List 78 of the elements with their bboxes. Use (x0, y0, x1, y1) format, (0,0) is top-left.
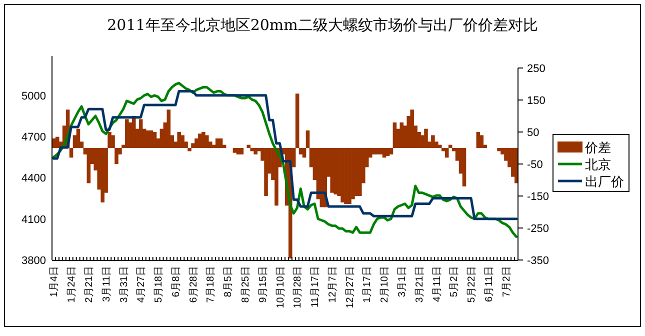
legend-label: 北京 (585, 157, 611, 172)
x-tick-label: 5月22日 (466, 266, 478, 303)
x-tick-label: 1月24日 (66, 266, 78, 303)
bar (86, 148, 91, 184)
x-tick-label: 7月2日 (501, 266, 512, 298)
x-tick-label: 6月11日 (484, 266, 495, 302)
x-tick-label: 5月18日 (154, 266, 165, 303)
x-tick-label: 1月17日 (362, 266, 374, 303)
y-tick-label: 5000 (22, 90, 46, 102)
x-tick-label: 3月21日 (414, 266, 426, 303)
y-tick-label: 4100 (22, 214, 46, 226)
bar (236, 148, 240, 154)
y2-tick-label: -350 (527, 255, 550, 267)
x-tick-label: 3月11日 (101, 266, 112, 302)
bar (205, 135, 209, 148)
chart-title: 2011年至今北京地区20mm二级大螺纹市场价与出厂价价差对比 (107, 16, 538, 34)
x-tick-label: 8月5日 (223, 266, 234, 298)
bar (330, 148, 334, 193)
bar (232, 148, 237, 153)
bar (215, 138, 220, 148)
bar (295, 94, 300, 148)
x-tick-label: 5月2日 (449, 266, 460, 298)
bar (69, 148, 74, 158)
bar (240, 148, 244, 154)
x-tick-label: 8月25日 (240, 266, 252, 303)
bar (254, 148, 258, 154)
y2-tick-label: -250 (527, 223, 550, 235)
x-tick-label: 3月31日 (118, 266, 130, 303)
x-tick-label: 6月8日 (170, 266, 182, 298)
bar (125, 119, 129, 148)
y2-tick-label: -150 (527, 191, 550, 203)
bar (480, 135, 484, 148)
bar (264, 148, 268, 196)
x-tick-label: 12月7日 (327, 266, 338, 303)
y2-tick-label: 150 (527, 95, 546, 107)
y-tick-label: 3800 (22, 255, 46, 267)
x-tick-label: 4月27日 (136, 266, 148, 303)
x-tick-label: 2月21日 (84, 266, 96, 303)
y2-tick-label: 50 (527, 127, 540, 139)
bar (198, 134, 202, 148)
bar (410, 110, 414, 148)
x-tick-label: 10月10日 (275, 266, 286, 308)
bar (302, 148, 306, 158)
bar (55, 136, 60, 148)
x-tick-label: 10月28日 (292, 266, 304, 308)
bar (177, 132, 181, 148)
bar (76, 128, 80, 148)
x-tick-label: 11月17日 (310, 266, 322, 308)
x-tick-label: 2月10日 (380, 266, 391, 303)
bar (180, 135, 184, 148)
bar (358, 148, 362, 196)
x-tick-label: 3月1日 (397, 266, 408, 298)
legend-label: 价差 (584, 140, 611, 155)
legend-label: 出厂价 (585, 174, 624, 189)
bar (274, 148, 278, 206)
y2-tick-label: -50 (527, 159, 543, 171)
bar (424, 128, 428, 148)
bar (392, 122, 397, 148)
bar (386, 148, 390, 156)
line-series (52, 90, 518, 220)
bar (431, 135, 435, 148)
x-tick-label: 4月11日 (432, 266, 443, 302)
x-tick-label: 12月27日 (344, 266, 356, 308)
bar (444, 148, 449, 158)
x-tick-label: 6月28日 (188, 266, 200, 303)
y-tick-label: 4700 (22, 132, 46, 144)
bar (462, 148, 466, 186)
x-tick-label: 9月15日 (258, 266, 269, 303)
bar (298, 148, 303, 154)
bar (389, 148, 394, 154)
x-tick-label: 1月4日 (49, 266, 60, 298)
bar (438, 144, 442, 148)
bar (246, 144, 251, 148)
y-tick-label: 4400 (22, 172, 46, 185)
y2-tick-label: 250 (527, 63, 546, 75)
x-tick-label: 7月18日 (206, 266, 217, 303)
bar (218, 138, 223, 148)
bar (306, 130, 310, 148)
